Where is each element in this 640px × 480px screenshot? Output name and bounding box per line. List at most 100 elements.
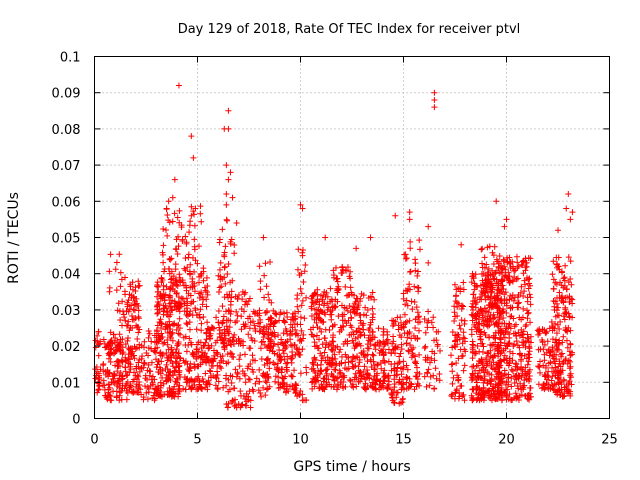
data-point <box>404 366 411 373</box>
data-point <box>404 334 411 341</box>
data-point <box>525 358 532 365</box>
data-point <box>274 351 281 358</box>
data-point <box>178 224 185 231</box>
data-point <box>221 253 228 260</box>
data-point <box>171 210 178 217</box>
data-point <box>499 269 506 276</box>
data-point <box>321 335 328 342</box>
data-point <box>297 314 304 321</box>
data-point <box>293 345 300 352</box>
data-point <box>258 393 265 400</box>
data-point <box>361 332 368 339</box>
data-point <box>297 351 304 358</box>
data-point <box>112 362 119 369</box>
data-point <box>328 346 335 353</box>
data-point <box>506 296 513 303</box>
data-point <box>395 379 402 386</box>
data-point <box>311 354 318 361</box>
data-point <box>495 345 502 352</box>
data-point <box>492 320 499 327</box>
data-point <box>245 375 252 382</box>
data-point <box>318 328 325 335</box>
data-point <box>282 326 289 333</box>
data-point <box>182 358 189 365</box>
data-point <box>492 375 499 382</box>
data-point <box>135 329 142 336</box>
data-point <box>172 261 179 268</box>
data-point <box>144 396 151 403</box>
data-point <box>190 154 197 161</box>
data-point <box>182 267 189 274</box>
data-point <box>556 289 563 296</box>
data-point <box>167 293 174 300</box>
data-point <box>376 381 383 388</box>
data-point <box>550 258 557 265</box>
data-point <box>458 241 465 248</box>
data-point <box>303 294 310 301</box>
data-point <box>165 354 172 361</box>
data-point <box>198 320 205 327</box>
data-point <box>476 320 483 327</box>
data-point <box>501 340 508 347</box>
data-point <box>345 354 352 361</box>
data-point <box>221 125 228 132</box>
data-point <box>469 375 476 382</box>
data-point <box>408 335 415 342</box>
data-point <box>487 380 494 387</box>
data-point <box>240 342 247 349</box>
data-point <box>157 352 164 359</box>
data-point <box>402 319 409 326</box>
data-point <box>562 324 569 331</box>
data-point <box>258 355 265 362</box>
data-point <box>257 286 264 293</box>
data-point <box>309 293 316 300</box>
data-point <box>415 285 422 292</box>
data-point <box>553 356 560 363</box>
data-point <box>302 261 309 268</box>
data-point <box>549 271 556 278</box>
data-point <box>536 364 543 371</box>
data-point <box>312 289 319 296</box>
data-point <box>369 289 376 296</box>
data-point <box>416 370 423 377</box>
data-point <box>517 380 524 387</box>
data-point <box>489 300 496 307</box>
data-point <box>228 288 235 295</box>
data-point <box>511 341 518 348</box>
data-point <box>249 366 256 373</box>
data-point <box>334 374 341 381</box>
data-point <box>477 282 484 289</box>
data-point <box>118 276 125 283</box>
data-point <box>455 300 462 307</box>
data-point <box>545 368 552 375</box>
data-point <box>176 371 183 378</box>
data-point <box>368 294 375 301</box>
data-point <box>518 366 525 373</box>
data-point <box>537 358 544 365</box>
data-point <box>495 264 502 271</box>
data-point <box>171 367 178 374</box>
data-point <box>200 314 207 321</box>
data-point <box>315 368 322 375</box>
data-point <box>522 281 529 288</box>
data-point <box>236 363 243 370</box>
data-point <box>460 279 467 286</box>
data-point <box>488 391 495 398</box>
data-point <box>328 311 335 318</box>
data-point <box>501 223 508 230</box>
y-tick-label: 0.03 <box>52 304 81 319</box>
data-point <box>294 321 301 328</box>
data-point <box>129 345 136 352</box>
data-point <box>543 328 550 335</box>
data-point <box>424 324 431 331</box>
data-point <box>452 338 459 345</box>
data-point <box>123 307 130 314</box>
data-point <box>567 352 574 359</box>
data-point <box>488 363 495 370</box>
data-point <box>473 319 480 326</box>
data-point <box>105 352 112 359</box>
data-point <box>122 357 129 364</box>
data-point <box>213 314 220 321</box>
data-point <box>403 362 410 369</box>
